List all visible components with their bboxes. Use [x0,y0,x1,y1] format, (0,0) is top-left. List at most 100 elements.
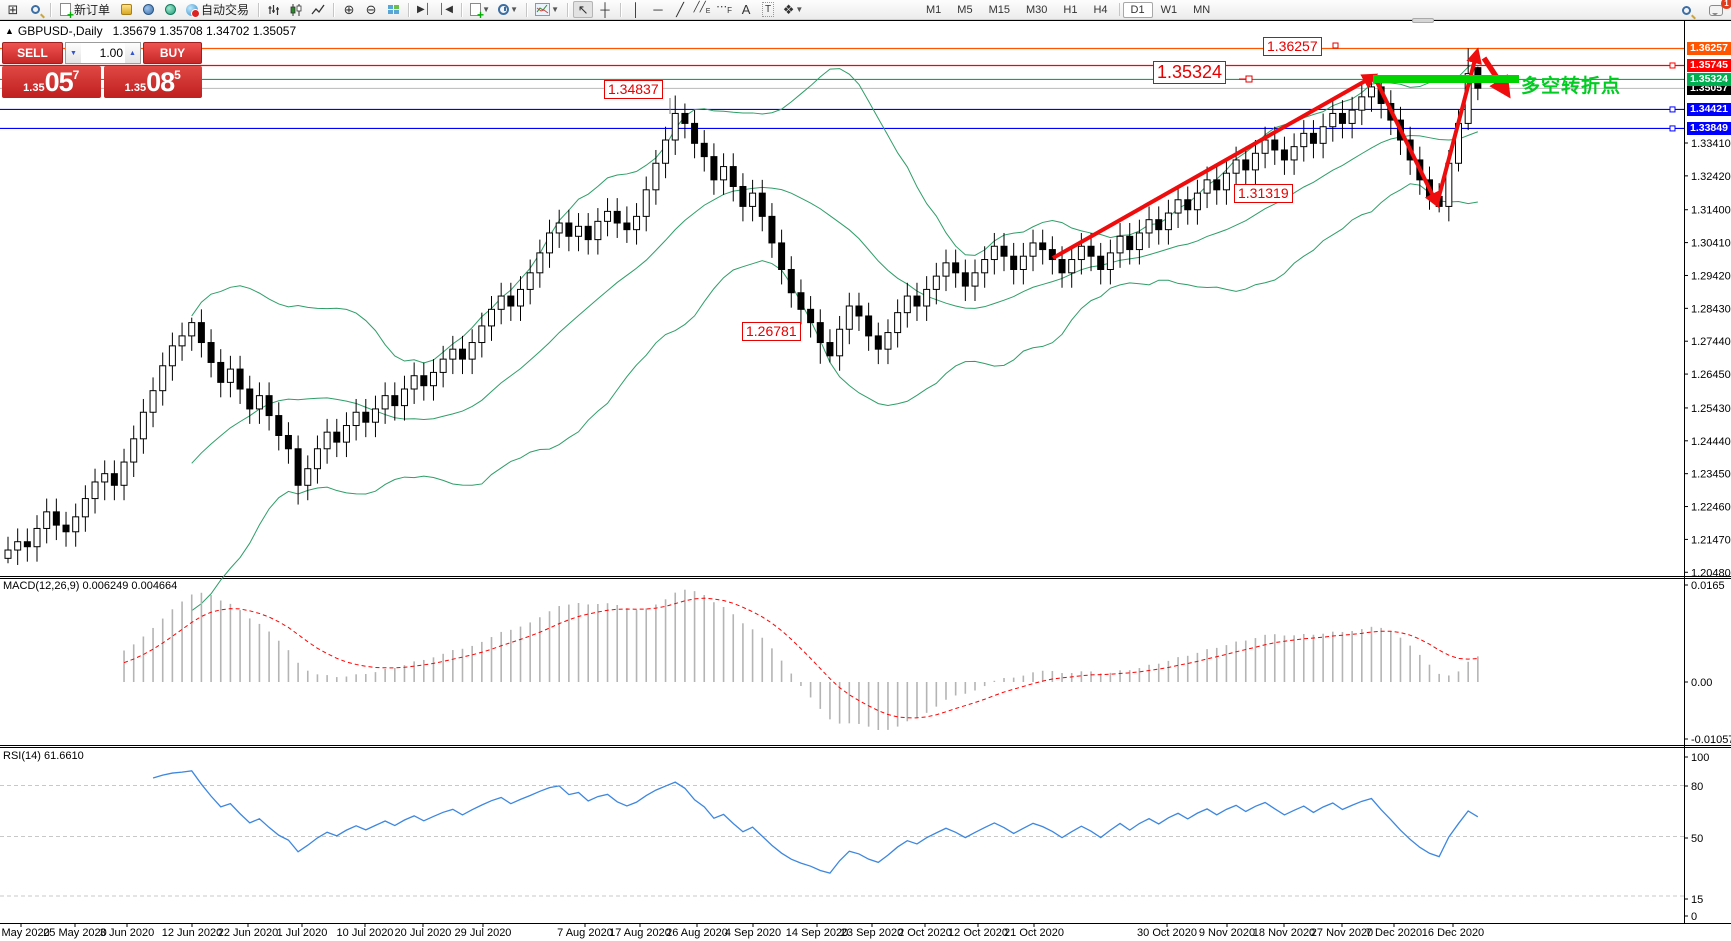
svg-text:1.24440: 1.24440 [1691,436,1731,448]
auto-scroll-icon[interactable]: ▶│ [417,4,431,15]
timeframe-d1[interactable]: D1 [1122,1,1153,18]
timeframe-mn[interactable]: MN [1185,2,1218,18]
svg-text:80: 80 [1691,781,1703,793]
annotation-sep-low[interactable]: 1.26781 [742,322,801,341]
price-line-badge: 1.36257 [1687,41,1731,55]
arrows-tool-icon[interactable]: ❖ ▼ [782,2,804,17]
svg-text:1 Jul 2020: 1 Jul 2020 [277,927,328,939]
svg-text:5 May 2020: 5 May 2020 [0,927,50,939]
svg-text:1.33410: 1.33410 [1691,138,1731,150]
annotation-dec-high[interactable]: 1.36257 [1263,37,1322,56]
toolbar-separator [1118,3,1120,16]
svg-text:1.28430: 1.28430 [1691,303,1731,315]
svg-text:18 Nov 2020: 18 Nov 2020 [1253,927,1315,939]
signals-icon[interactable] [160,1,180,18]
line-chart-mode-icon[interactable] [308,1,328,18]
zoom-in-icon[interactable]: ⊕ [343,2,355,17]
crosshair-tool-icon[interactable]: ┼ [600,2,610,17]
new-order-button[interactable]: 新订单 [57,1,113,20]
search-icon[interactable] [1676,2,1696,19]
svg-text:14 Sep 2020: 14 Sep 2020 [786,927,848,939]
sell-price[interactable]: 1.35 05 7 [2,66,101,98]
trendline-tool-icon[interactable]: ╱ [676,2,684,17]
sell-button[interactable]: SELL [2,42,63,64]
horizontal-line-tool-icon[interactable]: ─ [653,2,663,17]
indicators-list-icon[interactable]: ▼ [532,1,562,18]
svg-text:4 Sep 2020: 4 Sep 2020 [725,927,781,939]
new-chart-icon[interactable]: ⊞ [7,2,19,17]
chart-shift-icon[interactable]: │◀ [439,4,453,15]
buy-button[interactable]: BUY [143,42,202,64]
pane-splitter[interactable] [1412,18,1434,23]
svg-text:1.32420: 1.32420 [1691,171,1731,183]
text-label-tool-icon[interactable]: T [758,1,778,18]
svg-text:23 Sep 2020: 23 Sep 2020 [841,927,903,939]
svg-text:100: 100 [1691,752,1709,764]
timeframe-m30[interactable]: M30 [1018,2,1055,18]
autotrading-label: 自动交易 [201,3,250,17]
svg-text:1.22460: 1.22460 [1691,502,1731,514]
new-order-icon [60,3,74,20]
svg-text:1.26450: 1.26450 [1691,369,1731,381]
timeframe-m5[interactable]: M5 [949,2,980,18]
volume-decrease-button[interactable]: ▼ [66,43,81,63]
vertical-line-tool-icon[interactable]: │ [631,2,641,17]
svg-text:12 Jun 2020: 12 Jun 2020 [162,927,223,939]
volume-input[interactable] [81,43,125,63]
svg-text:15: 15 [1691,894,1703,906]
svg-text:12 Oct 2020: 12 Oct 2020 [948,927,1008,939]
notifications-icon[interactable]: 1 [1706,0,1731,19]
market-watch-icon[interactable] [25,1,45,18]
svg-text:16 Dec 2020: 16 Dec 2020 [1422,927,1484,939]
tile-windows-icon[interactable] [383,1,403,18]
timeframe-w1[interactable]: W1 [1153,2,1186,18]
timeframe-m1[interactable]: M1 [918,2,949,18]
main-toolbar: ⊞ 新订单 自动交易 ⊕ ⊖ ▶│ │◀ ▼ ▼ [0,0,1731,20]
timeframe-h1[interactable]: H1 [1055,2,1085,18]
price-line-badge: 1.34421 [1687,102,1731,116]
volume-increase-button[interactable]: ▲ [125,43,140,63]
svg-text:26 Aug 2020: 26 Aug 2020 [666,927,728,939]
collapse-triangle-icon[interactable]: ▲ [5,26,14,36]
community-icon[interactable] [138,1,158,18]
svg-text:7 Dec 2020: 7 Dec 2020 [1366,927,1422,939]
cursor-tool-icon[interactable]: ↖ [573,1,594,18]
sell-price-pip: 7 [72,68,80,82]
chart-symbol-period: GBPUSD-,Daily [17,24,103,38]
metaeditor-icon[interactable] [116,1,136,18]
svg-text:20 Jul 2020: 20 Jul 2020 [395,927,452,939]
period-selector-icon[interactable]: ▼ [495,1,521,18]
sell-price-prefix: 1.35 [23,82,45,94]
bar-chart-mode-icon[interactable] [264,1,284,18]
annotation-resistance[interactable]: 1.35324 [1153,61,1227,84]
volume-stepper: ▼ ▲ [65,42,141,64]
svg-text:25 May 2020: 25 May 2020 [43,927,107,939]
channel-tool-icon[interactable]: ╱╱E [693,2,711,15]
svg-text:30 Oct 2020: 30 Oct 2020 [1137,927,1197,939]
svg-text:1.30410: 1.30410 [1691,238,1731,250]
annotation-note-text[interactable]: 多空转折点 [1521,76,1622,97]
text-tool-icon[interactable]: A [741,2,751,17]
svg-text:29 Jul 2020: 29 Jul 2020 [455,927,512,939]
zoom-out-icon[interactable]: ⊖ [365,2,377,17]
buy-price[interactable]: 1.35 08 5 [103,66,202,98]
svg-text:17 Aug 2020: 17 Aug 2020 [609,927,671,939]
svg-text:1.31400: 1.31400 [1691,205,1731,217]
price-line-badge: 1.33849 [1687,121,1731,135]
annotation-sep-high[interactable]: 1.34837 [604,80,663,99]
autotrading-button[interactable]: 自动交易 [183,1,252,18]
svg-text:7 Aug 2020: 7 Aug 2020 [557,927,613,939]
svg-text:1.21470: 1.21470 [1691,534,1731,546]
timeframe-h4[interactable]: H4 [1085,2,1115,18]
candlestick-mode-icon[interactable] [286,1,306,18]
fibonacci-tool-icon[interactable]: ⋯F [716,1,732,16]
notification-badge: 1 [1721,0,1731,9]
autotrading-icon [186,3,201,18]
svg-text:1.25430: 1.25430 [1691,403,1731,415]
add-template-icon[interactable]: ▼ [467,1,493,20]
chat-bubble-icon [1709,5,1723,16]
new-order-label: 新订单 [74,3,111,17]
timeframe-m15[interactable]: M15 [981,2,1018,18]
annotation-dec-low[interactable]: 1.31319 [1234,184,1293,203]
